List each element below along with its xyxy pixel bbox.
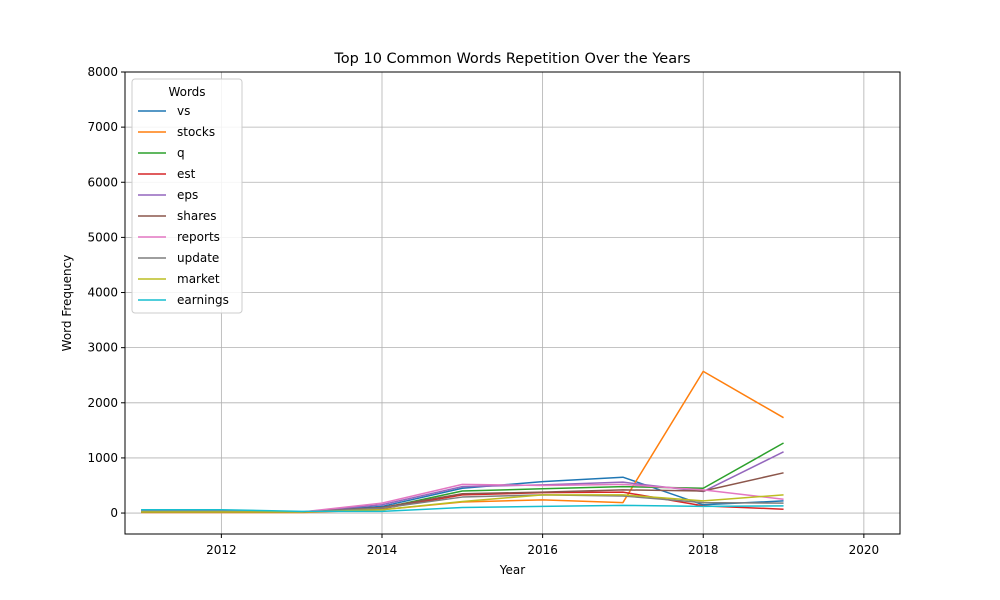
legend-title: Words <box>168 85 205 99</box>
x-tick-label: 2014 <box>367 543 398 557</box>
y-tick-label: 7000 <box>87 120 118 134</box>
legend-label-shares: shares <box>177 209 217 223</box>
plot-frame <box>124 71 901 535</box>
y-tick-label: 0 <box>110 506 118 520</box>
legend-label-est: est <box>177 167 196 181</box>
y-tick-label: 6000 <box>87 175 118 189</box>
legend-label-reports: reports <box>177 230 220 244</box>
legend: Words vs stocks q est eps shares reports update… <box>131 78 243 314</box>
x-tick-label: 2016 <box>527 543 558 557</box>
chart-title: Top 10 Common Words Repetition Over the … <box>333 51 690 67</box>
y-tick-label: 2000 <box>87 396 118 410</box>
y-axis-ticks: 0 1000 2000 3000 4000 5000 6000 7000 8000 <box>87 65 125 520</box>
series-line-earnings <box>141 504 784 513</box>
x-axis-ticks: 2012 2014 2016 2018 2020 <box>206 534 879 557</box>
legend-label-q: q <box>177 146 185 160</box>
y-tick-label: 4000 <box>87 286 118 300</box>
y-axis-label: Word Frequency <box>60 255 74 352</box>
x-tick-label: 2018 <box>688 543 719 557</box>
plot-area <box>125 72 900 534</box>
legend-label-earnings: earnings <box>177 293 229 307</box>
y-tick-label: 5000 <box>87 230 118 244</box>
series-line-market <box>141 494 784 513</box>
y-tick-label: 1000 <box>87 451 118 465</box>
x-axis-label: Year <box>499 563 525 577</box>
x-tick-label: 2020 <box>849 543 880 557</box>
legend-label-market: market <box>177 272 220 286</box>
y-tick-label: 8000 <box>87 65 118 79</box>
series-lines <box>141 370 784 514</box>
legend-label-vs: vs <box>177 104 190 118</box>
y-tick-label: 3000 <box>87 341 118 355</box>
x-tick-label: 2012 <box>206 543 237 557</box>
legend-label-eps: eps <box>177 188 198 202</box>
legend-label-stocks: stocks <box>177 125 215 139</box>
legend-label-update: update <box>177 251 219 265</box>
legend-box <box>131 78 243 314</box>
